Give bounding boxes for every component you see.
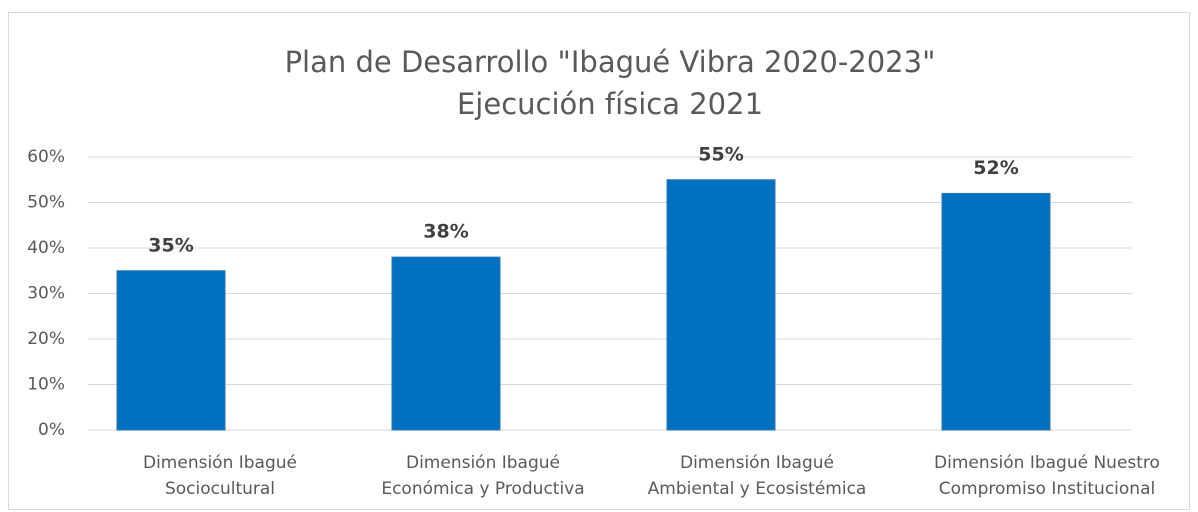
y-tick-label: 0%: [38, 420, 65, 440]
x-tick-label: Dimensión Ibagué Económica y Productiva: [381, 453, 585, 499]
data-label: 52%: [973, 157, 1018, 179]
y-tick-label: 50%: [27, 193, 65, 213]
y-tick-label: 30%: [27, 284, 65, 304]
x-tick-label: Dimensión Ibagué Sociocultural: [142, 453, 297, 499]
data-label: 35%: [148, 234, 193, 256]
y-tick-label: 40%: [27, 238, 65, 258]
y-tick-label: 10%: [27, 375, 65, 395]
chart-title: Plan de Desarrollo "Ibagué Vibra 2020-20…: [285, 45, 936, 79]
bar: [666, 179, 776, 431]
data-label: 38%: [423, 221, 468, 243]
bar: [391, 256, 501, 431]
y-tick-label: 60%: [27, 147, 65, 167]
bar: [941, 192, 1051, 431]
x-tick-label: Dimensión Ibagué Nuestro Compromiso Inst…: [934, 453, 1160, 499]
bar: [116, 270, 226, 431]
y-tick-label: 20%: [27, 329, 65, 349]
chart-title: Ejecución física 2021: [457, 87, 763, 121]
x-tick-label: Dimensión Ibagué Ambiental y Ecosistémic…: [647, 453, 867, 499]
data-label: 55%: [698, 143, 743, 165]
